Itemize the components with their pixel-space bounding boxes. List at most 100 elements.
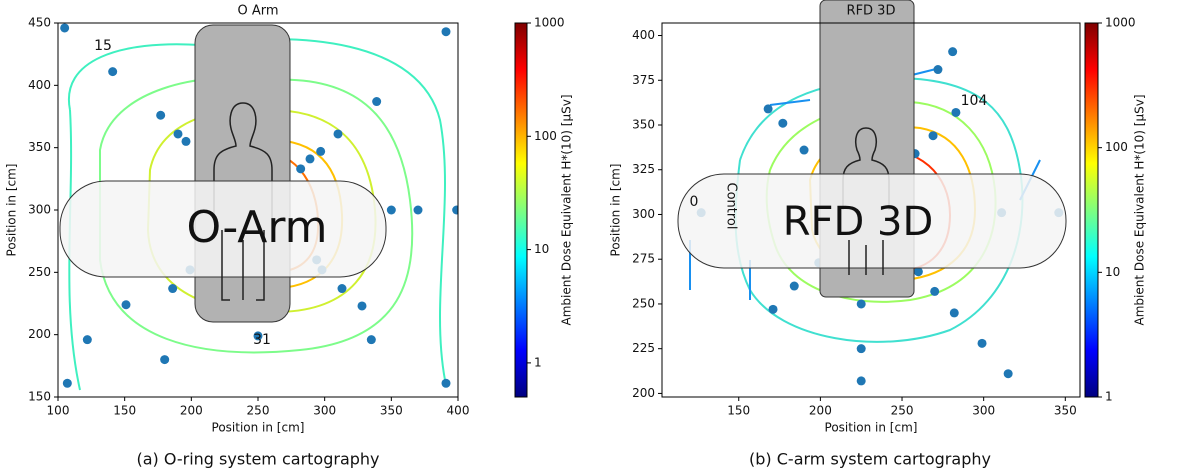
annotation: Control <box>724 183 739 230</box>
data-point <box>789 281 799 291</box>
annotation: 15 <box>94 38 112 54</box>
data-point <box>156 110 166 120</box>
x-tick-label: 100 <box>47 404 70 418</box>
gantry <box>59 180 387 278</box>
data-point <box>928 131 938 141</box>
annotation: O-Arm <box>186 202 327 253</box>
data-point <box>168 284 178 294</box>
x-tick-label: 300 <box>313 404 336 418</box>
y-tick-label: 275 <box>632 252 655 266</box>
data-point <box>305 154 315 164</box>
data-point <box>121 300 131 310</box>
y-tick-label: 375 <box>632 73 655 87</box>
data-point <box>977 338 987 348</box>
data-point <box>333 129 343 139</box>
overlay: RFD 3D 0 104 Control <box>677 0 1067 298</box>
data-point <box>452 205 458 215</box>
colorbar-label: Ambient Dose Equivalent H*(10) [µSv] <box>1133 94 1147 325</box>
y-axis-label: Position in [cm] <box>5 164 19 257</box>
data-point <box>296 164 306 174</box>
x-tick-label: 200 <box>809 404 832 418</box>
data-point <box>799 145 809 155</box>
data-point <box>82 335 92 345</box>
data-point <box>951 107 961 117</box>
data-point <box>253 331 263 341</box>
y-tick-label: 300 <box>28 203 51 217</box>
data-point <box>337 284 347 294</box>
y-tick-label: 350 <box>28 140 51 154</box>
body-outline <box>221 230 265 301</box>
data-point <box>913 267 923 277</box>
colorbar-tick-label: 1000 <box>1105 16 1136 30</box>
y-axis-label: Position in [cm] <box>609 164 623 257</box>
x-tick-label: 250 <box>247 404 270 418</box>
data-point <box>60 23 70 33</box>
colorbar-tick-label: 1 <box>534 355 542 369</box>
data-point <box>366 335 376 345</box>
data-point <box>778 118 788 128</box>
body-outline <box>213 102 273 220</box>
data-point <box>856 376 866 386</box>
data-point <box>316 146 326 156</box>
data-point <box>856 344 866 354</box>
annotation: 104 <box>961 93 988 109</box>
x-tick-label: 150 <box>113 404 136 418</box>
data-point <box>62 378 72 388</box>
data-point <box>386 205 396 215</box>
body-outline <box>848 240 884 275</box>
body-outline <box>842 127 890 210</box>
colorbar <box>514 22 528 398</box>
annotation: 31 <box>253 332 271 348</box>
y-tick-label: 250 <box>632 296 655 310</box>
data-point <box>949 308 959 318</box>
y-tick-label: 300 <box>632 207 655 221</box>
chart-title: O Arm <box>237 4 278 19</box>
x-tick-label: 350 <box>1054 404 1077 418</box>
y-tick-label: 450 <box>28 16 51 30</box>
x-tick-label: 250 <box>891 404 914 418</box>
colorbar-tick-label: 10 <box>1105 265 1120 279</box>
colorbar-tick-label: 10 <box>534 242 549 256</box>
gantry <box>677 173 1067 269</box>
x-axis-label: Position in [cm] <box>212 421 305 435</box>
chart-title: RFD 3D <box>847 4 896 19</box>
colorbar <box>1084 22 1099 398</box>
data-point <box>441 27 451 37</box>
colorbar-tick-label: 1 <box>1105 390 1113 404</box>
y-tick-label: 150 <box>28 390 51 404</box>
x-tick-label: 200 <box>180 404 203 418</box>
plot-frame <box>661 22 1081 398</box>
colorbar-tick-label: 100 <box>534 129 557 143</box>
data-point <box>1003 369 1013 379</box>
data-point <box>768 304 778 314</box>
data-point <box>173 129 183 139</box>
y-tick-label: 325 <box>632 162 655 176</box>
x-tick-label: 350 <box>380 404 403 418</box>
overlay: O-Arm 15 31 <box>59 24 387 348</box>
x-tick-label: 400 <box>447 404 470 418</box>
data-point <box>181 136 191 146</box>
annotation: 0 <box>690 194 699 210</box>
data-point <box>763 104 773 114</box>
x-tick-label: 150 <box>727 404 750 418</box>
y-tick-label: 350 <box>632 118 655 132</box>
colorbar-label: Ambient Dose Equivalent H*(10) [µSv] <box>560 94 574 325</box>
x-tick-label: 300 <box>972 404 995 418</box>
data-point <box>357 301 367 311</box>
data-point <box>108 67 118 77</box>
data-point <box>933 65 943 75</box>
data-point <box>413 205 423 215</box>
caption: (a) O-ring system cartography <box>136 450 379 469</box>
data-point <box>160 355 170 365</box>
y-tick-label: 225 <box>632 341 655 355</box>
y-tick-label: 250 <box>28 265 51 279</box>
annotation: RFD 3D <box>783 199 934 245</box>
colorbar-tick-label: 100 <box>1105 140 1128 154</box>
data-point <box>856 299 866 309</box>
y-tick-label: 400 <box>28 78 51 92</box>
colorbar-tick-label: 1000 <box>534 16 565 30</box>
data-point <box>948 47 958 57</box>
y-tick-label: 200 <box>28 327 51 341</box>
data-point <box>372 97 382 107</box>
